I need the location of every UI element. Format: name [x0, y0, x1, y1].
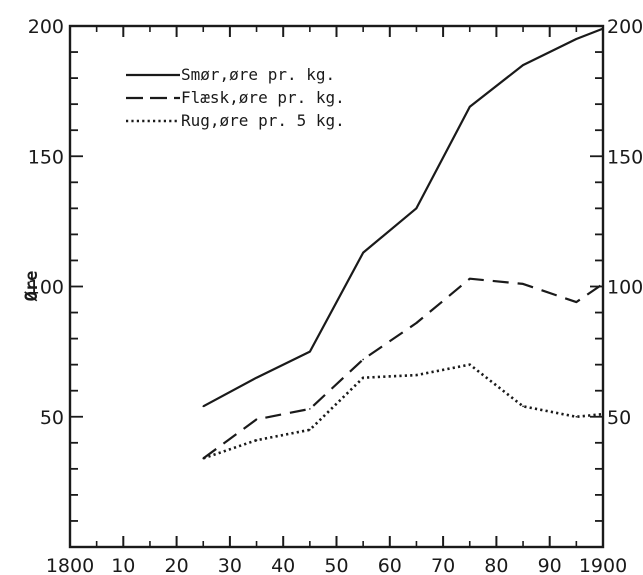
series-3-point [522, 405, 524, 408]
series-layer [202, 27, 604, 460]
legend-label-2: Flæsk,øre pr. kg. [181, 88, 345, 107]
ticks-layer [70, 26, 603, 547]
legend-label-1: Smør,øre pr. kg. [181, 65, 335, 84]
x-tick-label: 1900 [579, 555, 627, 575]
legend: Smør,øre pr. kg. Flæsk,øre pr. kg. Rug,øre… [126, 65, 345, 130]
y-tick-label-right: 200 [607, 16, 643, 38]
series-2-point [602, 283, 604, 285]
x-tick-label: 20 [165, 555, 189, 575]
x-tick-label: 80 [484, 555, 508, 575]
series-2-point [522, 283, 524, 285]
series-1-point [575, 38, 578, 40]
series-line-1 [202, 27, 604, 408]
series-3-point [468, 363, 471, 366]
series-3-point [362, 376, 364, 379]
series-2-point [575, 301, 578, 303]
x-tick-label: 60 [378, 555, 402, 575]
series-1-point [468, 105, 471, 108]
series-1-point [255, 376, 258, 379]
y-tick-label-left: 150 [28, 146, 64, 168]
series-line-2 [202, 277, 604, 460]
x-tick-label: 90 [538, 555, 562, 575]
y-tick-label-left: 100 [28, 277, 64, 299]
x-tick-label: 30 [218, 555, 242, 575]
legend-label-3: Rug,øre pr. 5 kg. [181, 111, 345, 130]
series-1-point [362, 251, 364, 254]
y-tick-label-left: 50 [40, 407, 64, 429]
series-3-point [202, 457, 205, 460]
series-1-point [415, 207, 418, 210]
series-2-point [309, 408, 311, 410]
x-tick-label: 50 [324, 555, 348, 575]
series-3-point [309, 428, 311, 431]
series-3-point [415, 374, 418, 376]
series-1-point [602, 27, 604, 30]
y-axis-label: Øre [22, 271, 42, 303]
y-tick-label-left: 200 [28, 16, 64, 38]
series-3-point [575, 415, 578, 418]
y-tick-label-right: 50 [607, 407, 631, 429]
series-2-point [415, 322, 418, 324]
series-2-point [362, 358, 364, 361]
labels-layer: 1800 10 20 30 40 50 60 70 80 90 1900 50 100 150 200 50 1… [28, 16, 643, 575]
series-2-point [468, 277, 471, 280]
series-2-point [255, 418, 258, 421]
series-1-point [202, 405, 205, 408]
y-tick-label-right: 100 [607, 277, 643, 299]
x-tick-label: 10 [111, 555, 135, 575]
series-3-point [602, 413, 604, 415]
x-tick-label: 1800 [46, 555, 94, 575]
y-tick-label-right: 150 [607, 146, 643, 168]
series-1-point [309, 350, 311, 353]
series-3-point [255, 439, 258, 441]
x-tick-label: 70 [431, 555, 455, 575]
series-1-point [522, 64, 524, 66]
series-line-3 [202, 363, 604, 460]
x-tick-label: 40 [271, 555, 295, 575]
